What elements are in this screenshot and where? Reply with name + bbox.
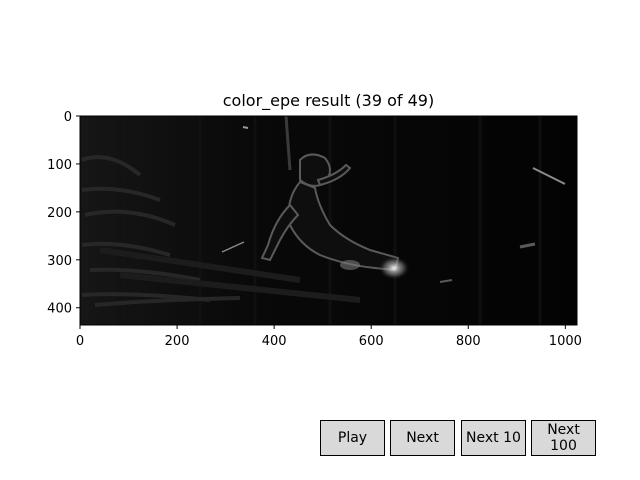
x-tick-label: 0	[76, 334, 84, 349]
y-axis: 0 100 200 300 400	[47, 110, 80, 317]
next-10-button[interactable]: Next 10	[461, 420, 526, 456]
x-tick-label: 400	[262, 334, 287, 349]
error-heatmap-image	[80, 115, 577, 325]
y-tick-label: 100	[47, 158, 72, 173]
y-tick-label: 0	[64, 110, 72, 125]
play-button[interactable]: Play	[320, 420, 385, 456]
x-tick-label: 600	[359, 334, 384, 349]
x-axis: 0 200 400 600 800 1000	[76, 325, 582, 349]
y-tick-label: 300	[47, 254, 72, 269]
x-tick-label: 200	[165, 334, 190, 349]
next-button[interactable]: Next	[390, 420, 455, 456]
y-tick-label: 200	[47, 206, 72, 221]
next-100-button[interactable]: Next 100	[531, 420, 596, 456]
axes-frame	[79, 115, 578, 326]
y-tick-label: 400	[47, 302, 72, 317]
figure-title: color_epe result (39 of 49)	[222, 91, 435, 110]
x-tick-label: 800	[456, 334, 481, 349]
x-tick-label: 1000	[549, 334, 582, 349]
